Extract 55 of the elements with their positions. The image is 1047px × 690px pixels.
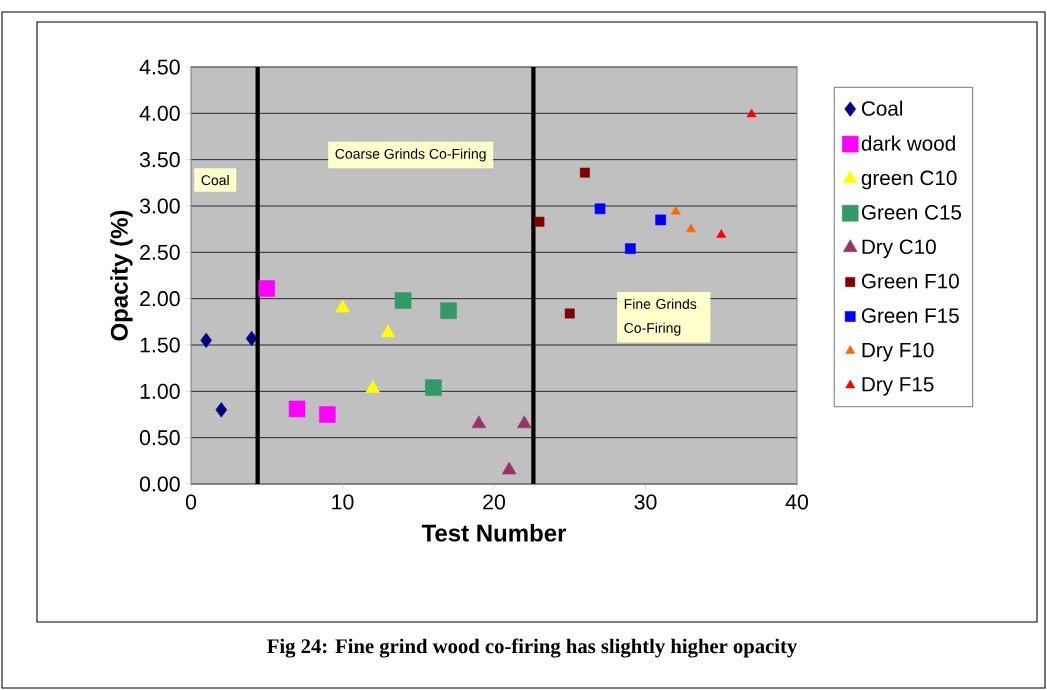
- legend-label: Dry C10: [862, 239, 936, 259]
- point: [440, 302, 457, 319]
- annotation: Fine Grinds Co-Firing: [624, 298, 697, 336]
- point: [288, 400, 306, 418]
- point: [670, 205, 681, 215]
- point: [425, 379, 442, 396]
- point: [319, 406, 336, 423]
- x-tick-label: 0: [185, 494, 197, 510]
- point: [258, 280, 276, 297]
- legend-label: Green F10: [861, 273, 959, 289]
- y-tick-label: 2.50: [140, 244, 180, 260]
- point: [245, 330, 258, 347]
- point: [534, 216, 545, 227]
- y-tick-label: 4.50: [139, 59, 180, 75]
- y-tick-label: 1.50: [140, 337, 180, 353]
- caption: Fig 24: Fine grind wood co-firing has slightly higher opacity: [267, 638, 798, 658]
- point: [215, 402, 228, 418]
- point: [501, 461, 517, 475]
- legend-label: Green F15: [861, 308, 959, 323]
- legend-label: Coal: [861, 100, 903, 116]
- point: [200, 332, 212, 348]
- y-tick-label: 0.00: [139, 476, 180, 492]
- point: [655, 214, 666, 226]
- annotation: Coal: [201, 174, 229, 186]
- point: [716, 229, 727, 238]
- point: [471, 415, 487, 429]
- legend-label: Dry F15: [862, 377, 934, 396]
- x-axis-title: Test Number: [421, 523, 567, 542]
- x-tick-label: 20: [483, 494, 506, 510]
- legend-label: green C10: [861, 170, 957, 190]
- point: [686, 223, 696, 233]
- annotation: Coarse Grinds Co-Firing: [335, 148, 486, 162]
- x-tick-label: 10: [332, 494, 354, 510]
- point: [564, 308, 575, 319]
- y-tick-label: 3.00: [139, 198, 180, 214]
- point: [746, 108, 757, 118]
- y-tick-label: 4.00: [139, 105, 180, 121]
- y-tick-label: 0.50: [139, 430, 180, 446]
- x-tick-label: 30: [634, 494, 657, 510]
- x-tick-label: 40: [785, 494, 809, 510]
- y-tick-label: 3.50: [139, 152, 180, 168]
- legend-label: dark wood: [861, 135, 955, 151]
- point: [335, 299, 350, 313]
- point: [380, 324, 396, 338]
- legend-label: Green C15: [861, 205, 962, 220]
- y-tick-label: 2.00: [140, 291, 180, 307]
- point: [365, 380, 380, 393]
- point: [579, 167, 590, 178]
- point: [625, 243, 636, 254]
- point: [517, 415, 532, 429]
- y-tick-label: 1.00: [140, 383, 180, 399]
- y-axis-title: Opacity (%): [110, 210, 133, 341]
- point: [594, 203, 606, 215]
- point: [394, 292, 412, 309]
- legend-label: Dry F10: [862, 342, 934, 362]
